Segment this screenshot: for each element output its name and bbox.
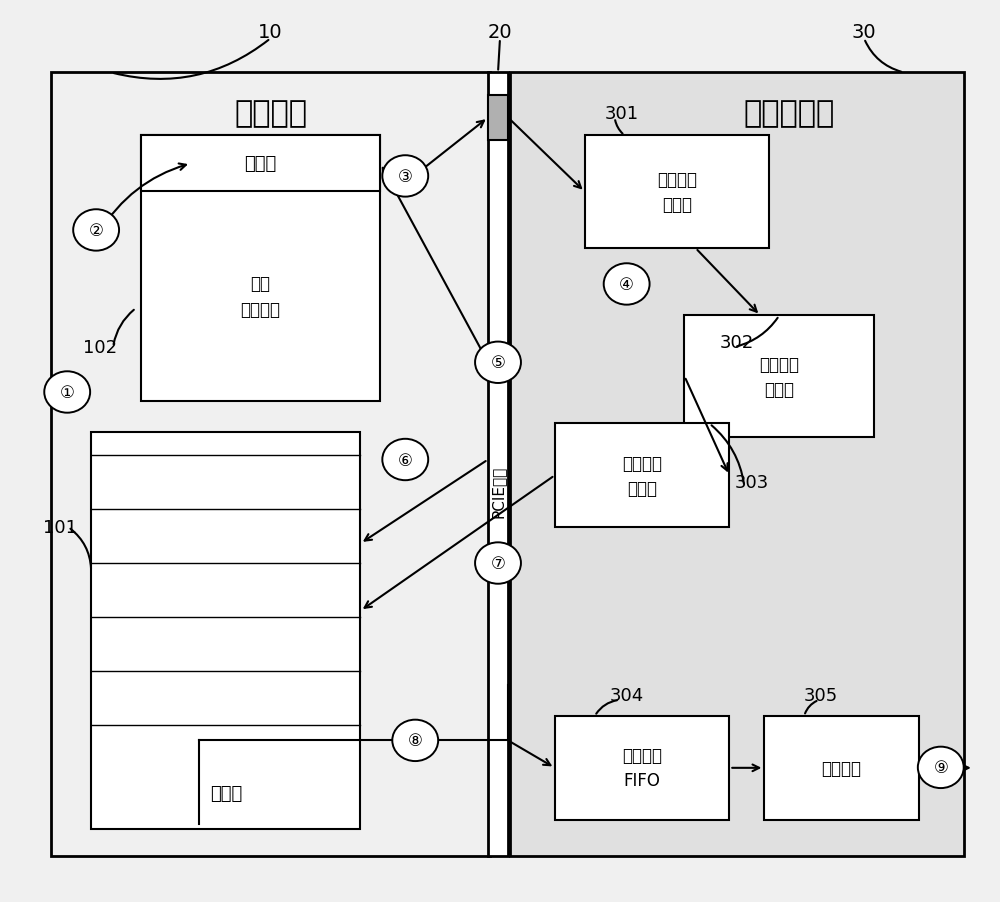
Bar (555, 424, 729, 528)
Text: 描述符处
理逻辑: 描述符处 理逻辑 (622, 455, 662, 497)
Bar (51, 73, 490, 856)
Circle shape (44, 372, 90, 413)
Text: 304: 304 (610, 686, 644, 704)
Text: 102: 102 (83, 338, 117, 356)
Text: ⑨: ⑨ (933, 759, 948, 777)
Bar (585, 136, 769, 249)
Bar (488, 73, 508, 856)
Text: ⑧: ⑧ (408, 732, 423, 750)
Bar (555, 716, 729, 820)
Text: ③: ③ (398, 168, 413, 186)
Text: 10: 10 (258, 23, 283, 42)
Circle shape (475, 342, 521, 383)
Circle shape (382, 156, 428, 198)
Text: 303: 303 (734, 474, 769, 492)
Text: 发送逻辑: 发送逻辑 (822, 759, 862, 777)
Text: ①: ① (60, 383, 75, 401)
Text: 101: 101 (43, 519, 77, 537)
Text: 用户进程: 用户进程 (234, 99, 307, 128)
Text: 描述符预
取逻辑: 描述符预 取逻辑 (759, 355, 799, 399)
Text: 302: 302 (719, 334, 754, 352)
Circle shape (475, 543, 521, 584)
Circle shape (73, 210, 119, 252)
Bar (488, 96, 508, 141)
Bar (764, 716, 919, 820)
Circle shape (382, 439, 428, 481)
Text: ⑥: ⑥ (398, 451, 413, 469)
Text: 数据区: 数据区 (210, 784, 242, 802)
Bar (91, 433, 360, 829)
Bar (684, 316, 874, 437)
Circle shape (604, 264, 650, 305)
Bar (510, 73, 964, 856)
Text: ②: ② (89, 222, 104, 240)
Circle shape (392, 720, 438, 761)
Text: 主存
发送队列: 主存 发送队列 (241, 274, 281, 319)
Text: ④: ④ (619, 276, 634, 294)
Text: 301: 301 (605, 105, 639, 123)
Text: 20: 20 (488, 23, 512, 42)
Text: 305: 305 (804, 686, 838, 704)
Text: 消息数据
FIFO: 消息数据 FIFO (622, 747, 662, 789)
Bar (141, 136, 380, 401)
Text: 描述符: 描述符 (245, 155, 277, 173)
Text: 30: 30 (852, 23, 876, 42)
Text: 门铃数据
寄存器: 门铃数据 寄存器 (657, 171, 697, 214)
Text: 网络接口卡: 网络接口卡 (744, 99, 835, 128)
Circle shape (918, 747, 964, 788)
Text: ⑤: ⑤ (491, 354, 505, 372)
Text: ⑦: ⑦ (491, 555, 505, 573)
Text: PCIE总线: PCIE总线 (491, 465, 506, 518)
Bar (141, 136, 380, 192)
